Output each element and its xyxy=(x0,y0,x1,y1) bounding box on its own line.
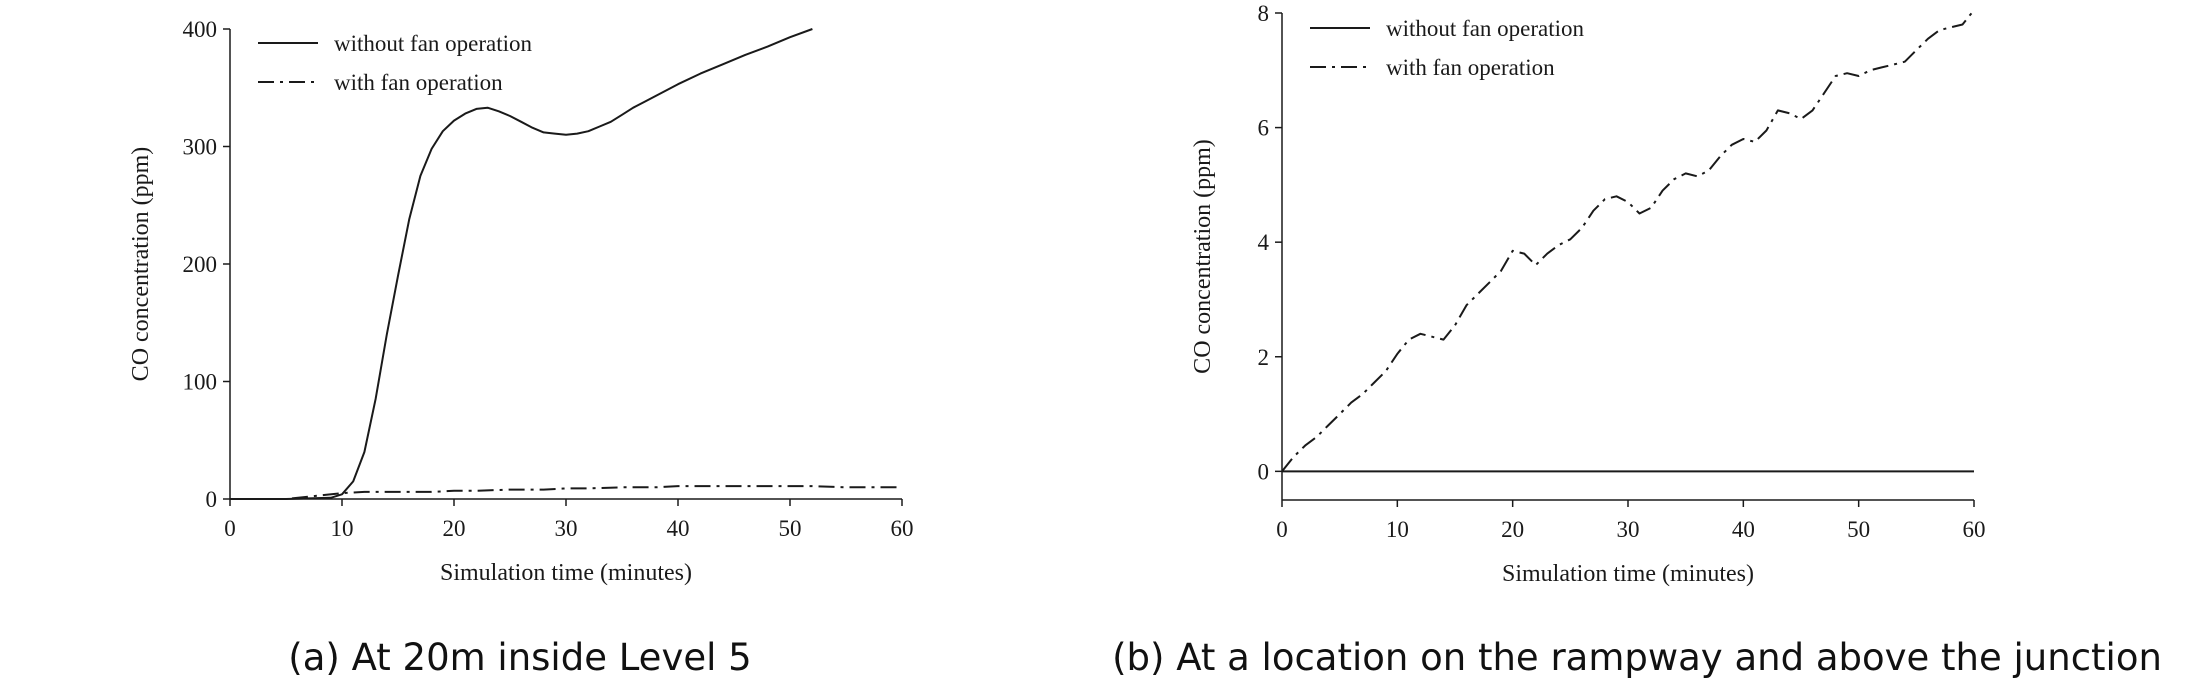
x-tick-label: 10 xyxy=(331,516,354,541)
x-tick-label: 50 xyxy=(779,516,802,541)
x-tick-label: 40 xyxy=(667,516,690,541)
legend-label: without fan operation xyxy=(1386,16,1585,41)
y-axis-label: CO concentration (ppm) xyxy=(1190,139,1216,374)
chart-panel-b: 0 10 20 30 40 50 60 0 2 4 6 8 Simulation time (minut… xyxy=(1092,0,2185,683)
y-tick-label: 300 xyxy=(183,135,218,160)
y-tick-label: 400 xyxy=(183,17,218,42)
legend-label: with fan operation xyxy=(334,70,503,95)
y-tick-label: 100 xyxy=(183,370,218,395)
y-tick-label: 6 xyxy=(1258,116,1270,141)
y-tick-label: 2 xyxy=(1258,345,1270,370)
chart-a-svg: 0 10 20 30 40 50 60 0 100 200 300 400 Simulation tim… xyxy=(128,17,914,586)
x-tick-label: 0 xyxy=(224,516,236,541)
x-tick-label: 40 xyxy=(1732,517,1755,542)
y-tick-label: 200 xyxy=(183,252,218,277)
y-tick-label: 0 xyxy=(1258,459,1270,484)
series-line-with-fan xyxy=(1281,9,1975,473)
x-tick-label: 60 xyxy=(1963,517,1986,542)
series-line-without-fan xyxy=(230,28,813,500)
y-axis-label: CO concentration (ppm) xyxy=(128,147,154,382)
x-tick-label: 60 xyxy=(891,516,914,541)
legend-label: with fan operation xyxy=(1386,55,1555,80)
x-tick-label: 20 xyxy=(443,516,466,541)
chart-b-svg: 0 10 20 30 40 50 60 0 2 4 6 8 Simulation time (minut… xyxy=(1190,1,1986,587)
x-tick-label: 30 xyxy=(555,516,578,541)
x-tick-label: 30 xyxy=(1617,517,1640,542)
x-tick-label: 10 xyxy=(1386,517,1409,542)
y-tick-label: 8 xyxy=(1258,1,1270,26)
y-tick-label: 0 xyxy=(206,487,218,512)
caption-a: (a) At 20m inside Level 5 xyxy=(288,636,752,679)
caption-b: (b) At a location on the rampway and abo… xyxy=(1112,636,2162,679)
x-axis-label: Simulation time (minutes) xyxy=(1502,561,1754,587)
x-tick-label: 20 xyxy=(1501,517,1524,542)
series-line-with-fan xyxy=(230,485,902,500)
legend-label: without fan operation xyxy=(334,31,533,56)
x-tick-label: 0 xyxy=(1276,517,1288,542)
x-tick-label: 50 xyxy=(1847,517,1870,542)
chart-panel-a: 0 10 20 30 40 50 60 0 100 200 300 400 Simulation tim… xyxy=(0,0,1092,683)
x-axis-label: Simulation time (minutes) xyxy=(440,560,692,586)
y-tick-label: 4 xyxy=(1258,230,1270,255)
